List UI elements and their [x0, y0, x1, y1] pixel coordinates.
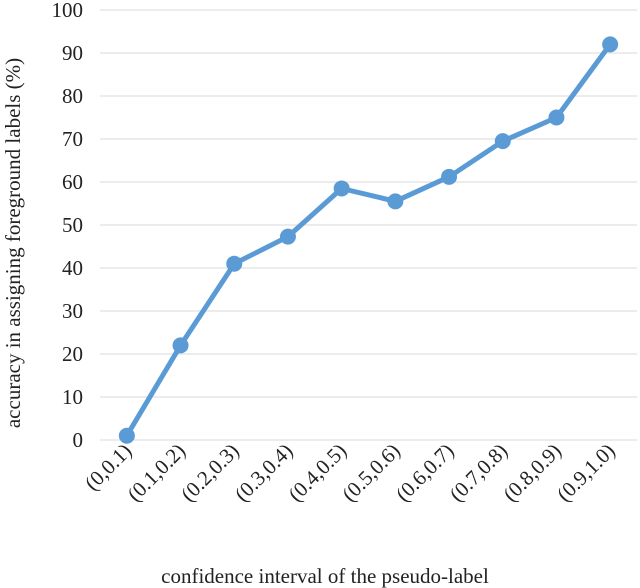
y-tick-label: 20 — [62, 342, 83, 366]
x-axis-label: confidence interval of the pseudo-label — [161, 564, 489, 588]
y-tick-label: 50 — [62, 213, 83, 237]
x-tick-label: (0.4,0.5) — [283, 439, 351, 507]
data-point — [602, 36, 619, 53]
y-tick-label: 70 — [62, 127, 83, 151]
gridlines — [100, 9, 637, 441]
y-tick-label: 60 — [62, 170, 83, 194]
y-axis-label: accuracy in assigning foreground labels … — [1, 58, 25, 428]
data-point — [387, 193, 404, 210]
y-tick-label: 100 — [52, 0, 84, 22]
data-point — [118, 427, 135, 444]
y-tick-label: 40 — [62, 256, 83, 280]
x-tick-label: (0.9,1.0) — [552, 439, 620, 507]
data-point — [172, 337, 189, 354]
x-tick-labels: (0,0.1)(0.1,0.2)(0.2,0.3)(0.3,0.4)(0.4,0… — [80, 439, 620, 507]
data-point — [494, 133, 511, 150]
data-points — [118, 36, 619, 444]
x-tick-label: (0.5,0.6) — [337, 439, 405, 507]
x-tick-label: (0.2,0.3) — [176, 439, 244, 507]
x-tick-label: (0.6,0.7) — [391, 439, 459, 507]
data-point — [226, 255, 243, 272]
x-tick-label: (0.1,0.2) — [122, 439, 190, 507]
y-tick-label: 10 — [62, 385, 83, 409]
y-tick-label: 80 — [62, 84, 83, 108]
y-tick-labels: 0 10 20 30 40 50 60 70 80 90 100 — [52, 0, 84, 452]
data-point — [441, 168, 458, 185]
y-tick-label: 90 — [62, 41, 83, 65]
data-point — [279, 228, 296, 245]
y-tick-label: 0 — [73, 428, 84, 452]
x-tick-label: (0.8,0.9) — [498, 439, 566, 507]
y-tick-label: 30 — [62, 299, 83, 323]
data-point — [548, 109, 565, 126]
x-tick-label: (0.7,0.8) — [445, 439, 513, 507]
series-line — [124, 41, 613, 439]
x-tick-label: (0.3,0.4) — [230, 439, 298, 507]
data-point — [333, 180, 350, 197]
